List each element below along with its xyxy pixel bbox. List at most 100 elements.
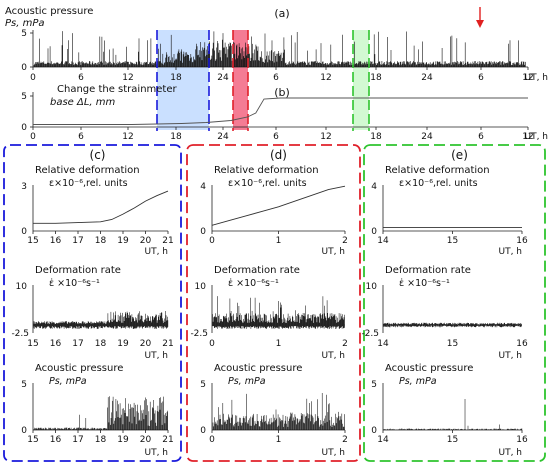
tick-label-rate-x: 20 [140,339,152,349]
tick-label-acoustic-x: 1 [276,435,282,445]
tick-label-rel-x: 17 [72,236,83,246]
tick-label-b-x: 24 [421,132,433,142]
acoustic-subtitle: Ps, mPa [49,376,87,387]
chart-a-tag: (a) [274,7,289,20]
rate-title: Deformation rate [35,265,121,276]
panel-tag: (e) [451,148,468,162]
tick-label-acoustic-x: 19 [117,435,129,445]
acoustic-subtitle: Ps, mPa [228,376,266,387]
rel-def-xunit: UT, h [144,247,168,257]
tick-label-acoustic-x: 17 [72,435,83,445]
tick-label-a-x: 18 [370,73,382,83]
rel-def-title: Relative deformation [35,165,140,176]
chart-b-xunit: UT, h [524,132,548,142]
tick-label-acoustic-y: 0 [200,426,206,436]
rate-xunit: UT, h [144,351,168,361]
tick-label-a-y: 0 [21,63,27,73]
tick-label-acoustic-x: 16 [516,435,528,445]
tick-label-rate-x: 21 [162,339,173,349]
series-rel-def [33,190,169,224]
panel-tag: (d) [270,148,287,162]
highlight-band-c [157,30,209,130]
tick-label-acoustic-y: 0 [371,426,377,436]
acoustic-xunit: UT, h [498,448,522,458]
tick-label-rel-y: 0 [371,227,377,237]
tick-label-rel-x: 14 [377,236,389,246]
tick-label-acoustic-x: 21 [162,435,173,445]
panel-border [3,144,182,462]
tick-label-rel-x: 16 [516,236,528,246]
tick-label-b-x: 0 [30,132,36,142]
highlight-band-d [233,30,248,130]
rel-def-xunit: UT, h [498,247,522,257]
tick-label-acoustic-x: 0 [209,435,215,445]
chart-b-subtitle: base ΔL, mm [50,97,116,108]
tick-label-rate-x: 15 [447,339,458,349]
series-acoustic [33,396,168,430]
series-rel-def [211,185,346,226]
acoustic-title: Acoustic pressure [214,363,302,374]
tick-label-rate-y: -2.5 [361,329,379,339]
tick-label-a-x: 0 [30,73,36,83]
tick-label-rate-y: -2.5 [11,329,29,339]
tick-label-rate-x: 2 [342,339,348,349]
tick-label-b-y: 5 [21,92,27,102]
tick-label-a-x: 12 [320,73,331,83]
tick-label-acoustic-x: 20 [140,435,152,445]
tick-label-rel-x: 1 [276,236,282,246]
tick-label-rel-x: 2 [342,236,348,246]
tick-label-a-x: 18 [170,73,182,83]
tick-label-rate-x: 19 [117,339,129,349]
rel-def-subtitle: ε×10⁻⁶,rel. units [228,178,307,189]
chart-a-subtitle: Ps, mPa [5,18,45,29]
tick-label-rate-x: 15 [27,339,38,349]
tick-label-rel-x: 20 [140,236,152,246]
tick-label-rel-x: 0 [209,236,215,246]
tick-label-rate-x: 16 [516,339,528,349]
tick-label-rate-y: 10 [16,282,28,292]
rel-def-title: Relative deformation [385,165,490,176]
tick-label-acoustic-x: 15 [27,435,38,445]
tick-label-rel-x: 21 [162,236,173,246]
acoustic-title: Acoustic pressure [385,363,473,374]
tick-label-b-x: 18 [370,132,382,142]
tick-label-a-x: 12 [522,73,533,83]
tick-label-rate-y: 10 [195,282,207,292]
tick-label-acoustic-x: 18 [95,435,107,445]
tick-label-rate-x: 16 [50,339,62,349]
rate-subtitle: ε̇ ×10⁻⁶s⁻¹ [228,278,279,289]
acoustic-xunit: UT, h [144,448,168,458]
rel-def-subtitle: ε×10⁻⁶,rel. units [49,178,128,189]
tick-label-rate-x: 14 [377,339,389,349]
tick-label-b-x: 12 [522,132,533,142]
series-rate [212,296,345,329]
panel-border [186,144,361,462]
tick-label-a-x: 6 [273,73,279,83]
series-acoustic [212,393,345,430]
rate-xunit: UT, h [498,351,522,361]
acoustic-xunit: UT, h [321,448,345,458]
chart-b-tag: (b) [274,86,290,99]
tick-label-rel-x: 15 [447,236,458,246]
tick-label-b-x: 18 [170,132,182,142]
tick-label-acoustic-y: 5 [21,380,27,390]
tick-label-b-x: 6 [78,132,84,142]
rel-def-xunit: UT, h [321,247,345,257]
panel-tag: (c) [90,148,106,162]
tick-label-rel-y: 0 [200,227,206,237]
tick-label-rel-x: 18 [95,236,107,246]
rel-def-title: Relative deformation [214,165,319,176]
acoustic-subtitle: Ps, mPa [399,376,437,387]
tick-label-acoustic-x: 14 [377,435,389,445]
tick-label-rate-x: 17 [72,339,83,349]
tick-label-b-x: 12 [320,132,331,142]
rate-title: Deformation rate [214,265,300,276]
tick-label-acoustic-y: 5 [371,380,377,390]
series-a-acoustic [33,31,526,67]
tick-label-b-x: 12 [122,132,133,142]
tick-label-rate-x: 1 [276,339,282,349]
series-acoustic [383,399,523,430]
tick-label-acoustic-y: 5 [200,380,206,390]
acoustic-title: Acoustic pressure [35,363,123,374]
